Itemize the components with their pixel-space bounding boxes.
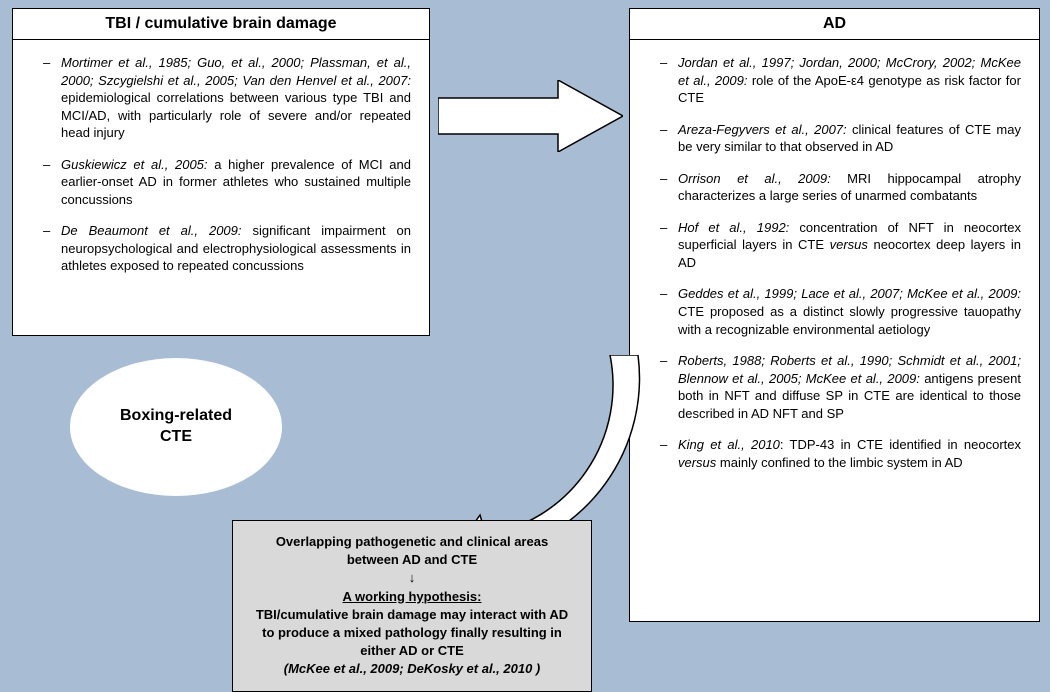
list-item: Jordan et al., 1997; Jordan, 2000; McCro… [660, 54, 1021, 107]
list-item: Guskiewicz et al., 2005: a higher preval… [43, 156, 411, 209]
hypothesis-box: Overlapping pathogenetic and clinical ar… [232, 520, 592, 692]
list-item: Hof et al., 1992: concentration of NFT i… [660, 219, 1021, 272]
item-text: epidemiological correlations between var… [61, 90, 411, 140]
hypothesis-label: A working hypothesis: [251, 588, 573, 606]
ad-box: AD Jordan et al., 1997; Jordan, 2000; Mc… [629, 8, 1040, 622]
list-item: King et al., 2010: TDP-43 in CTE identif… [660, 436, 1021, 471]
tbi-box: TBI / cumulative brain damage Mortimer e… [12, 8, 430, 336]
citation: Hof et al., 1992: [678, 220, 789, 235]
citation: Orrison et al., 2009: [678, 171, 831, 186]
arrow-right-icon [438, 80, 623, 152]
citation: Guskiewicz et al., 2005: [61, 157, 208, 172]
down-arrow-icon: ↓ [251, 569, 573, 587]
citation: Geddes et al., 1999; Lace et al., 2007; … [678, 286, 1021, 301]
list-item: Roberts, 1988; Roberts et al., 1990; Sch… [660, 352, 1021, 422]
list-item: De Beaumont et al., 2009: significant im… [43, 222, 411, 275]
hypothesis-text: TBI/cumulative brain damage may interact… [251, 606, 573, 661]
list-item: Geddes et al., 1999; Lace et al., 2007; … [660, 285, 1021, 338]
ad-box-title: AD [630, 9, 1039, 40]
list-item: Mortimer et al., 1985; Guo, et al., 2000… [43, 54, 411, 142]
ad-box-body: Jordan et al., 1997; Jordan, 2000; McCro… [630, 40, 1039, 499]
citation: Mortimer et al., 1985; Guo, et al., 2000… [61, 55, 411, 88]
hypothesis-ref: (McKee et al., 2009; DeKosky et al., 201… [251, 660, 573, 678]
citation: De Beaumont et al., 2009: [61, 223, 242, 238]
cte-ellipse: Boxing-related CTE [70, 358, 282, 496]
overlap-text: Overlapping pathogenetic and clinical ar… [251, 533, 573, 569]
list-item: Areza-Fegyvers et al., 2007: clinical fe… [660, 121, 1021, 156]
citation: Areza-Fegyvers et al., 2007: [678, 122, 847, 137]
item-text: CTE proposed as a distinct slowly progre… [678, 304, 1021, 337]
list-item: Orrison et al., 2009: MRI hippocampal at… [660, 170, 1021, 205]
citation: King et al., 2010 [678, 437, 780, 452]
tbi-box-title: TBI / cumulative brain damage [13, 9, 429, 40]
tbi-box-body: Mortimer et al., 1985; Guo, et al., 2000… [13, 40, 429, 303]
ellipse-label: Boxing-related CTE [120, 406, 232, 448]
